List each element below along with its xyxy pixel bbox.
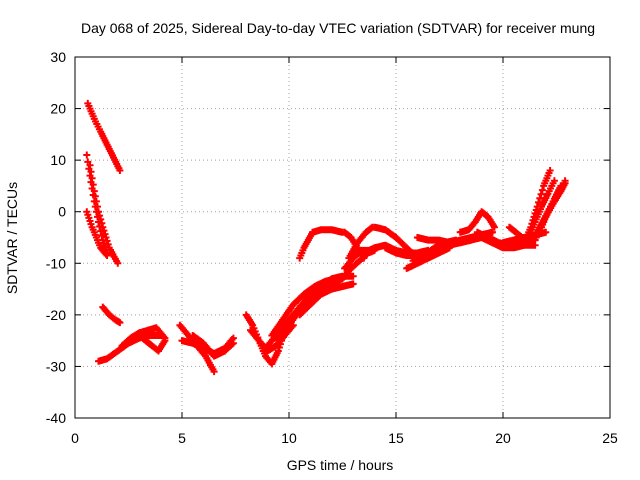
x-tick-label: 20 (495, 430, 511, 446)
data-series-arc-11 (189, 332, 237, 360)
data-series-arc-3 (86, 161, 122, 267)
data-point (296, 280, 357, 319)
x-tick-label: 25 (602, 430, 618, 446)
data-series-arc-7 (118, 324, 169, 350)
data-series-arc-18 (296, 280, 357, 319)
data-series-arc-4 (83, 208, 111, 259)
data-point (135, 332, 169, 355)
x-tick-label: 5 (178, 430, 186, 446)
data-point (538, 177, 569, 231)
data-series-arc-32 (456, 208, 498, 236)
chart-title: Day 068 of 2025, Sidereal Day-to-day VTE… (81, 20, 595, 36)
data-point (525, 177, 558, 241)
data-point (456, 208, 498, 236)
data-point (83, 208, 111, 259)
y-tick-label: 0 (58, 204, 66, 220)
y-tick-label: 20 (50, 101, 66, 117)
x-tick-label: 10 (281, 430, 297, 446)
data-point (84, 99, 124, 174)
data-point (99, 303, 124, 327)
data-point (86, 161, 122, 267)
data-series-arc-27 (403, 244, 453, 272)
y-tick-label: -20 (46, 307, 66, 323)
y-tick-label: 10 (50, 152, 66, 168)
data-series-arc-19 (296, 226, 346, 262)
plot-frame (74, 56, 611, 419)
data-series-arc-34 (478, 234, 539, 252)
data-series-arc-1 (84, 99, 124, 174)
y-axis-title: SDTVAR / TECUs (4, 182, 20, 294)
data-series (83, 99, 569, 376)
data-series-arc-8 (135, 332, 169, 355)
x-tick-label: 0 (71, 430, 79, 446)
data-point (189, 332, 237, 360)
y-tick-label: 30 (50, 49, 66, 65)
data-series-arc-41 (538, 177, 569, 231)
data-point (478, 234, 539, 252)
data-series-arc-5 (99, 303, 124, 327)
data-point (296, 226, 346, 262)
y-tick-label: -30 (46, 358, 66, 374)
data-series-arc-38 (525, 177, 558, 241)
axes: 0 5 10 15 20 25 -40 -30 -20 -10 0 10 20 30 (46, 49, 618, 446)
y-tick-label: -40 (46, 410, 66, 426)
data-point (118, 324, 169, 350)
y-tick-label: -10 (46, 255, 66, 271)
x-axis-title: GPS time / hours (287, 457, 394, 473)
x-tick-label: 15 (388, 430, 404, 446)
data-point (403, 244, 453, 272)
